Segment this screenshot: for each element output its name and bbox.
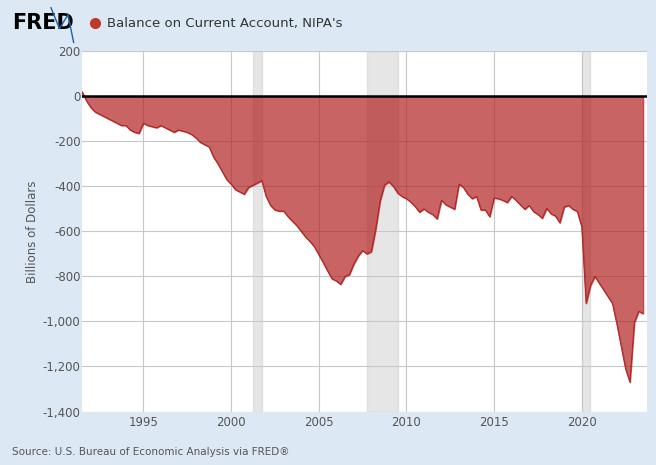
Y-axis label: Billions of Dollars: Billions of Dollars xyxy=(26,180,39,283)
Bar xyxy=(582,51,590,412)
Bar xyxy=(253,51,262,412)
Bar xyxy=(69,51,77,412)
Bar xyxy=(367,51,398,412)
Text: FRED: FRED xyxy=(12,13,73,33)
Text: Source: U.S. Bureau of Economic Analysis via FRED®: Source: U.S. Bureau of Economic Analysis… xyxy=(12,446,289,457)
Text: Balance on Current Account, NIPA's: Balance on Current Account, NIPA's xyxy=(107,17,342,30)
